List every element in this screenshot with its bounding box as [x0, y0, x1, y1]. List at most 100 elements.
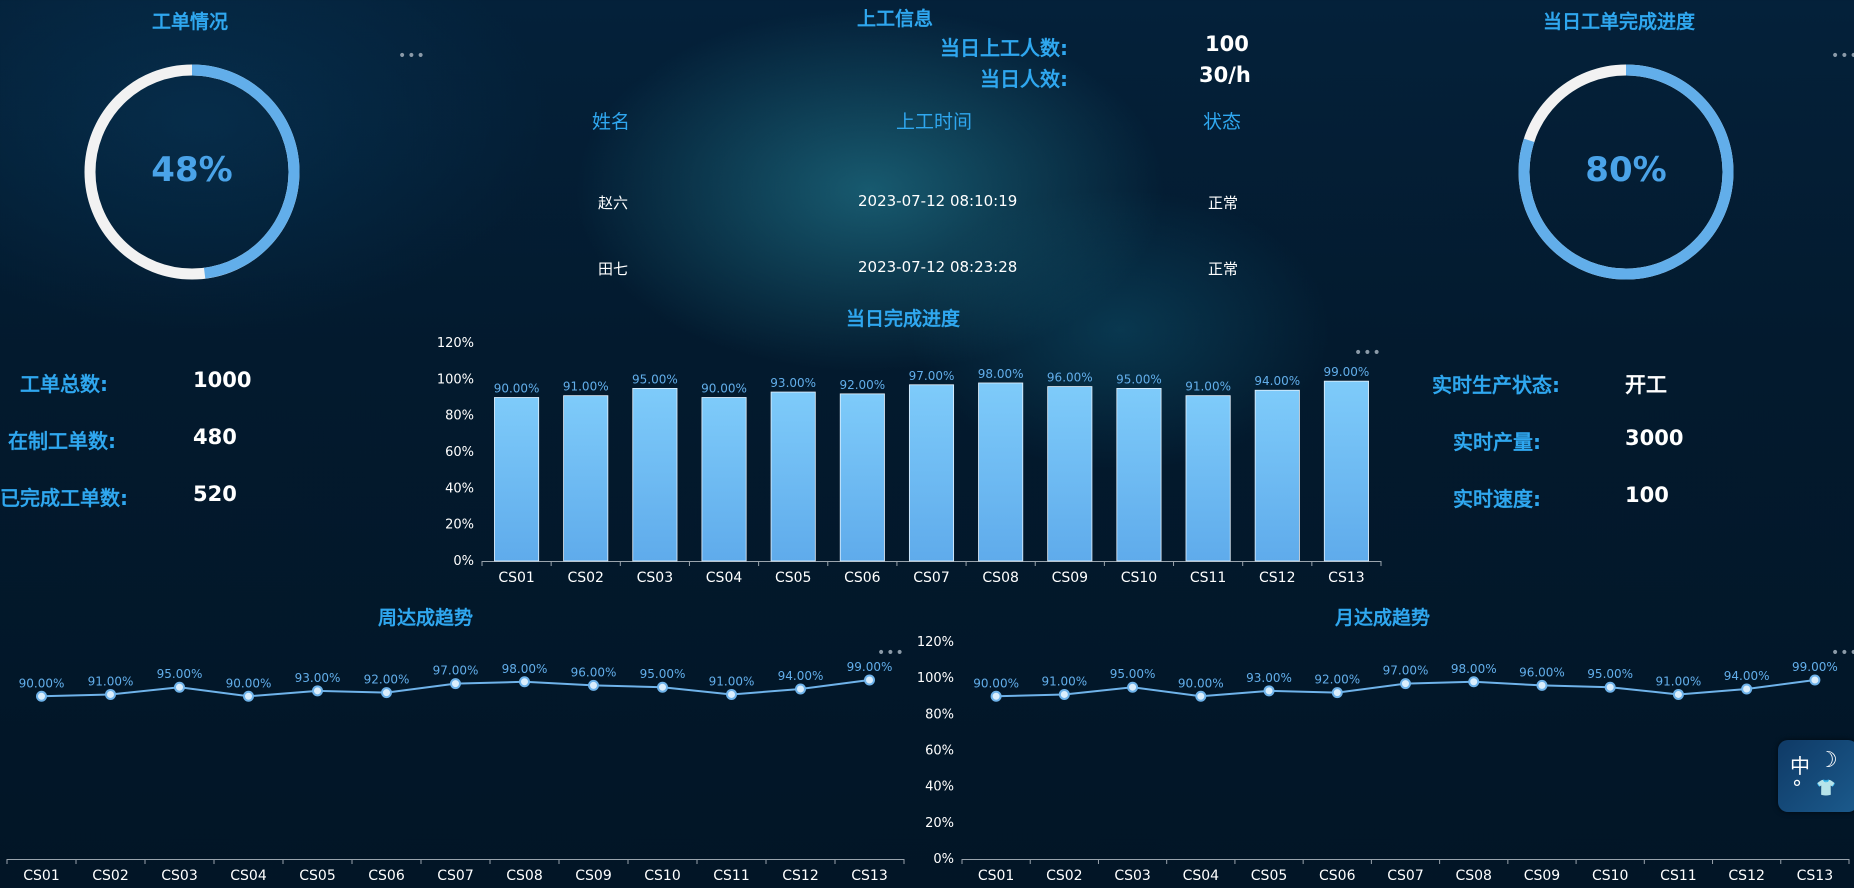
- work-order-ring-svg: [84, 64, 300, 280]
- data-point: [174, 681, 185, 693]
- data-point: [519, 676, 530, 688]
- bar: [563, 395, 609, 562]
- data-point: [1536, 679, 1548, 691]
- column-name: 姓名: [592, 111, 631, 133]
- x-tick-label: CS11: [1660, 868, 1696, 884]
- bar: [770, 391, 816, 562]
- point-value-label: 94.00%: [778, 669, 824, 683]
- bar-value-label: 91.00%: [563, 380, 609, 394]
- data-point: [1741, 683, 1753, 695]
- bar: [701, 397, 747, 562]
- data-point: [1127, 681, 1139, 693]
- point-value-label: 95.00%: [640, 667, 686, 681]
- x-tick-label: CS02: [1046, 868, 1082, 884]
- x-tick-label: CS08: [1455, 868, 1491, 884]
- point-value-label: 91.00%: [709, 674, 755, 688]
- daily-completion-more-button[interactable]: •••: [1831, 48, 1854, 64]
- work-order-ring: 48%: [80, 60, 304, 284]
- data-point: [990, 690, 1002, 702]
- x-tick-label: CS12: [1259, 570, 1295, 586]
- column-status: 状态: [1203, 111, 1242, 133]
- row-1-time: 2023-07-12 08:10:19: [858, 192, 1018, 210]
- x-tick-label: CS07: [437, 868, 473, 884]
- work-order-more-button[interactable]: •••: [398, 48, 426, 64]
- point-value-label: 95.00%: [157, 667, 203, 681]
- efficiency-label: 当日人效:: [980, 67, 1068, 91]
- ime-toolbar[interactable]: 中 ☽ ° 👕: [1778, 740, 1854, 812]
- bar-value-label: 92.00%: [839, 378, 885, 392]
- bar-value-label: 91.00%: [1185, 380, 1231, 394]
- moon-icon[interactable]: ☽: [1818, 748, 1838, 773]
- x-tick-label: CS04: [706, 570, 743, 586]
- data-point: [726, 688, 737, 700]
- data-point: [864, 674, 875, 686]
- x-tick-label: CS06: [1319, 868, 1356, 884]
- monthly-chart-more-button[interactable]: •••: [1831, 645, 1854, 661]
- weekly-chart-more-button[interactable]: •••: [877, 645, 905, 661]
- point-value-label: 92.00%: [1314, 673, 1360, 687]
- x-tick-label: CS13: [851, 868, 887, 884]
- x-tick-label: CS08: [982, 570, 1018, 586]
- point-value-label: 98.00%: [1451, 662, 1497, 676]
- bar-value-label: 96.00%: [1047, 371, 1093, 385]
- row-1-name: 赵六: [598, 194, 629, 212]
- point-value-label: 90.00%: [19, 676, 65, 690]
- ime-chinese-mode[interactable]: 中: [1790, 754, 1810, 778]
- point-value-label: 93.00%: [295, 671, 341, 685]
- completed-label: 已完成工单数:: [0, 486, 128, 510]
- bar-chart-title: 当日完成进度: [846, 308, 961, 330]
- bar-value-label: 93.00%: [770, 376, 816, 390]
- y-tick-label: 80%: [925, 707, 954, 722]
- x-tick-label: CS06: [844, 570, 881, 586]
- bar: [1254, 389, 1300, 562]
- column-time: 上工时间: [896, 111, 973, 133]
- point-value-label: 99.00%: [1792, 660, 1838, 674]
- headcount-label: 当日上工人数:: [940, 36, 1068, 60]
- x-tick-label: CS10: [644, 868, 680, 884]
- data-point: [1331, 687, 1343, 699]
- bar-chart-more-button[interactable]: •••: [1354, 345, 1382, 361]
- daily-completion-ring-svg: [1518, 64, 1734, 280]
- data-point: [1809, 674, 1821, 686]
- x-tick-label: CS04: [230, 868, 267, 884]
- work-order-percent: 48%: [151, 150, 233, 190]
- daily-completion-title: 当日工单完成进度: [1543, 11, 1696, 33]
- data-point: [105, 688, 116, 700]
- x-tick-label: CS02: [92, 868, 128, 884]
- x-tick-label: CS07: [913, 570, 949, 586]
- y-tick-label: 100%: [437, 372, 474, 387]
- data-point: [1263, 685, 1275, 697]
- data-point: [381, 687, 392, 699]
- monthly-chart-title: 月达成趋势: [1335, 607, 1431, 629]
- x-tick-label: CS09: [575, 868, 611, 884]
- point-value-label: 93.00%: [1246, 671, 1292, 685]
- status-value: 开工: [1625, 373, 1667, 397]
- data-point: [1058, 688, 1070, 700]
- daily-completion-ring: 80%: [1514, 60, 1738, 284]
- data-point: [312, 685, 323, 697]
- row-2-name: 田七: [598, 260, 629, 278]
- bar: [839, 393, 885, 562]
- x-tick-label: CS06: [368, 868, 405, 884]
- y-tick-label: 20%: [925, 816, 954, 831]
- shirt-icon[interactable]: 👕: [1816, 778, 1836, 797]
- data-point: [588, 679, 599, 691]
- point-value-label: 98.00%: [502, 662, 548, 676]
- x-tick-label: CS05: [775, 570, 811, 586]
- speed-value: 100: [1625, 483, 1669, 507]
- point-value-label: 92.00%: [364, 673, 410, 687]
- x-tick-label: CS12: [1728, 868, 1764, 884]
- ime-punctuation[interactable]: °: [1792, 776, 1802, 800]
- bar: [1116, 388, 1162, 562]
- status-label: 实时生产状态:: [1432, 373, 1560, 397]
- x-tick-label: CS10: [1121, 570, 1157, 586]
- point-value-label: 95.00%: [1587, 667, 1633, 681]
- data-point: [1672, 688, 1684, 700]
- data-point: [36, 690, 47, 702]
- attendance-title: 上工信息: [857, 8, 934, 30]
- point-value-label: 91.00%: [1656, 674, 1702, 688]
- y-tick-label: 60%: [445, 445, 474, 460]
- data-point: [243, 690, 254, 702]
- point-value-label: 99.00%: [847, 660, 893, 674]
- x-tick-label: CS11: [713, 868, 749, 884]
